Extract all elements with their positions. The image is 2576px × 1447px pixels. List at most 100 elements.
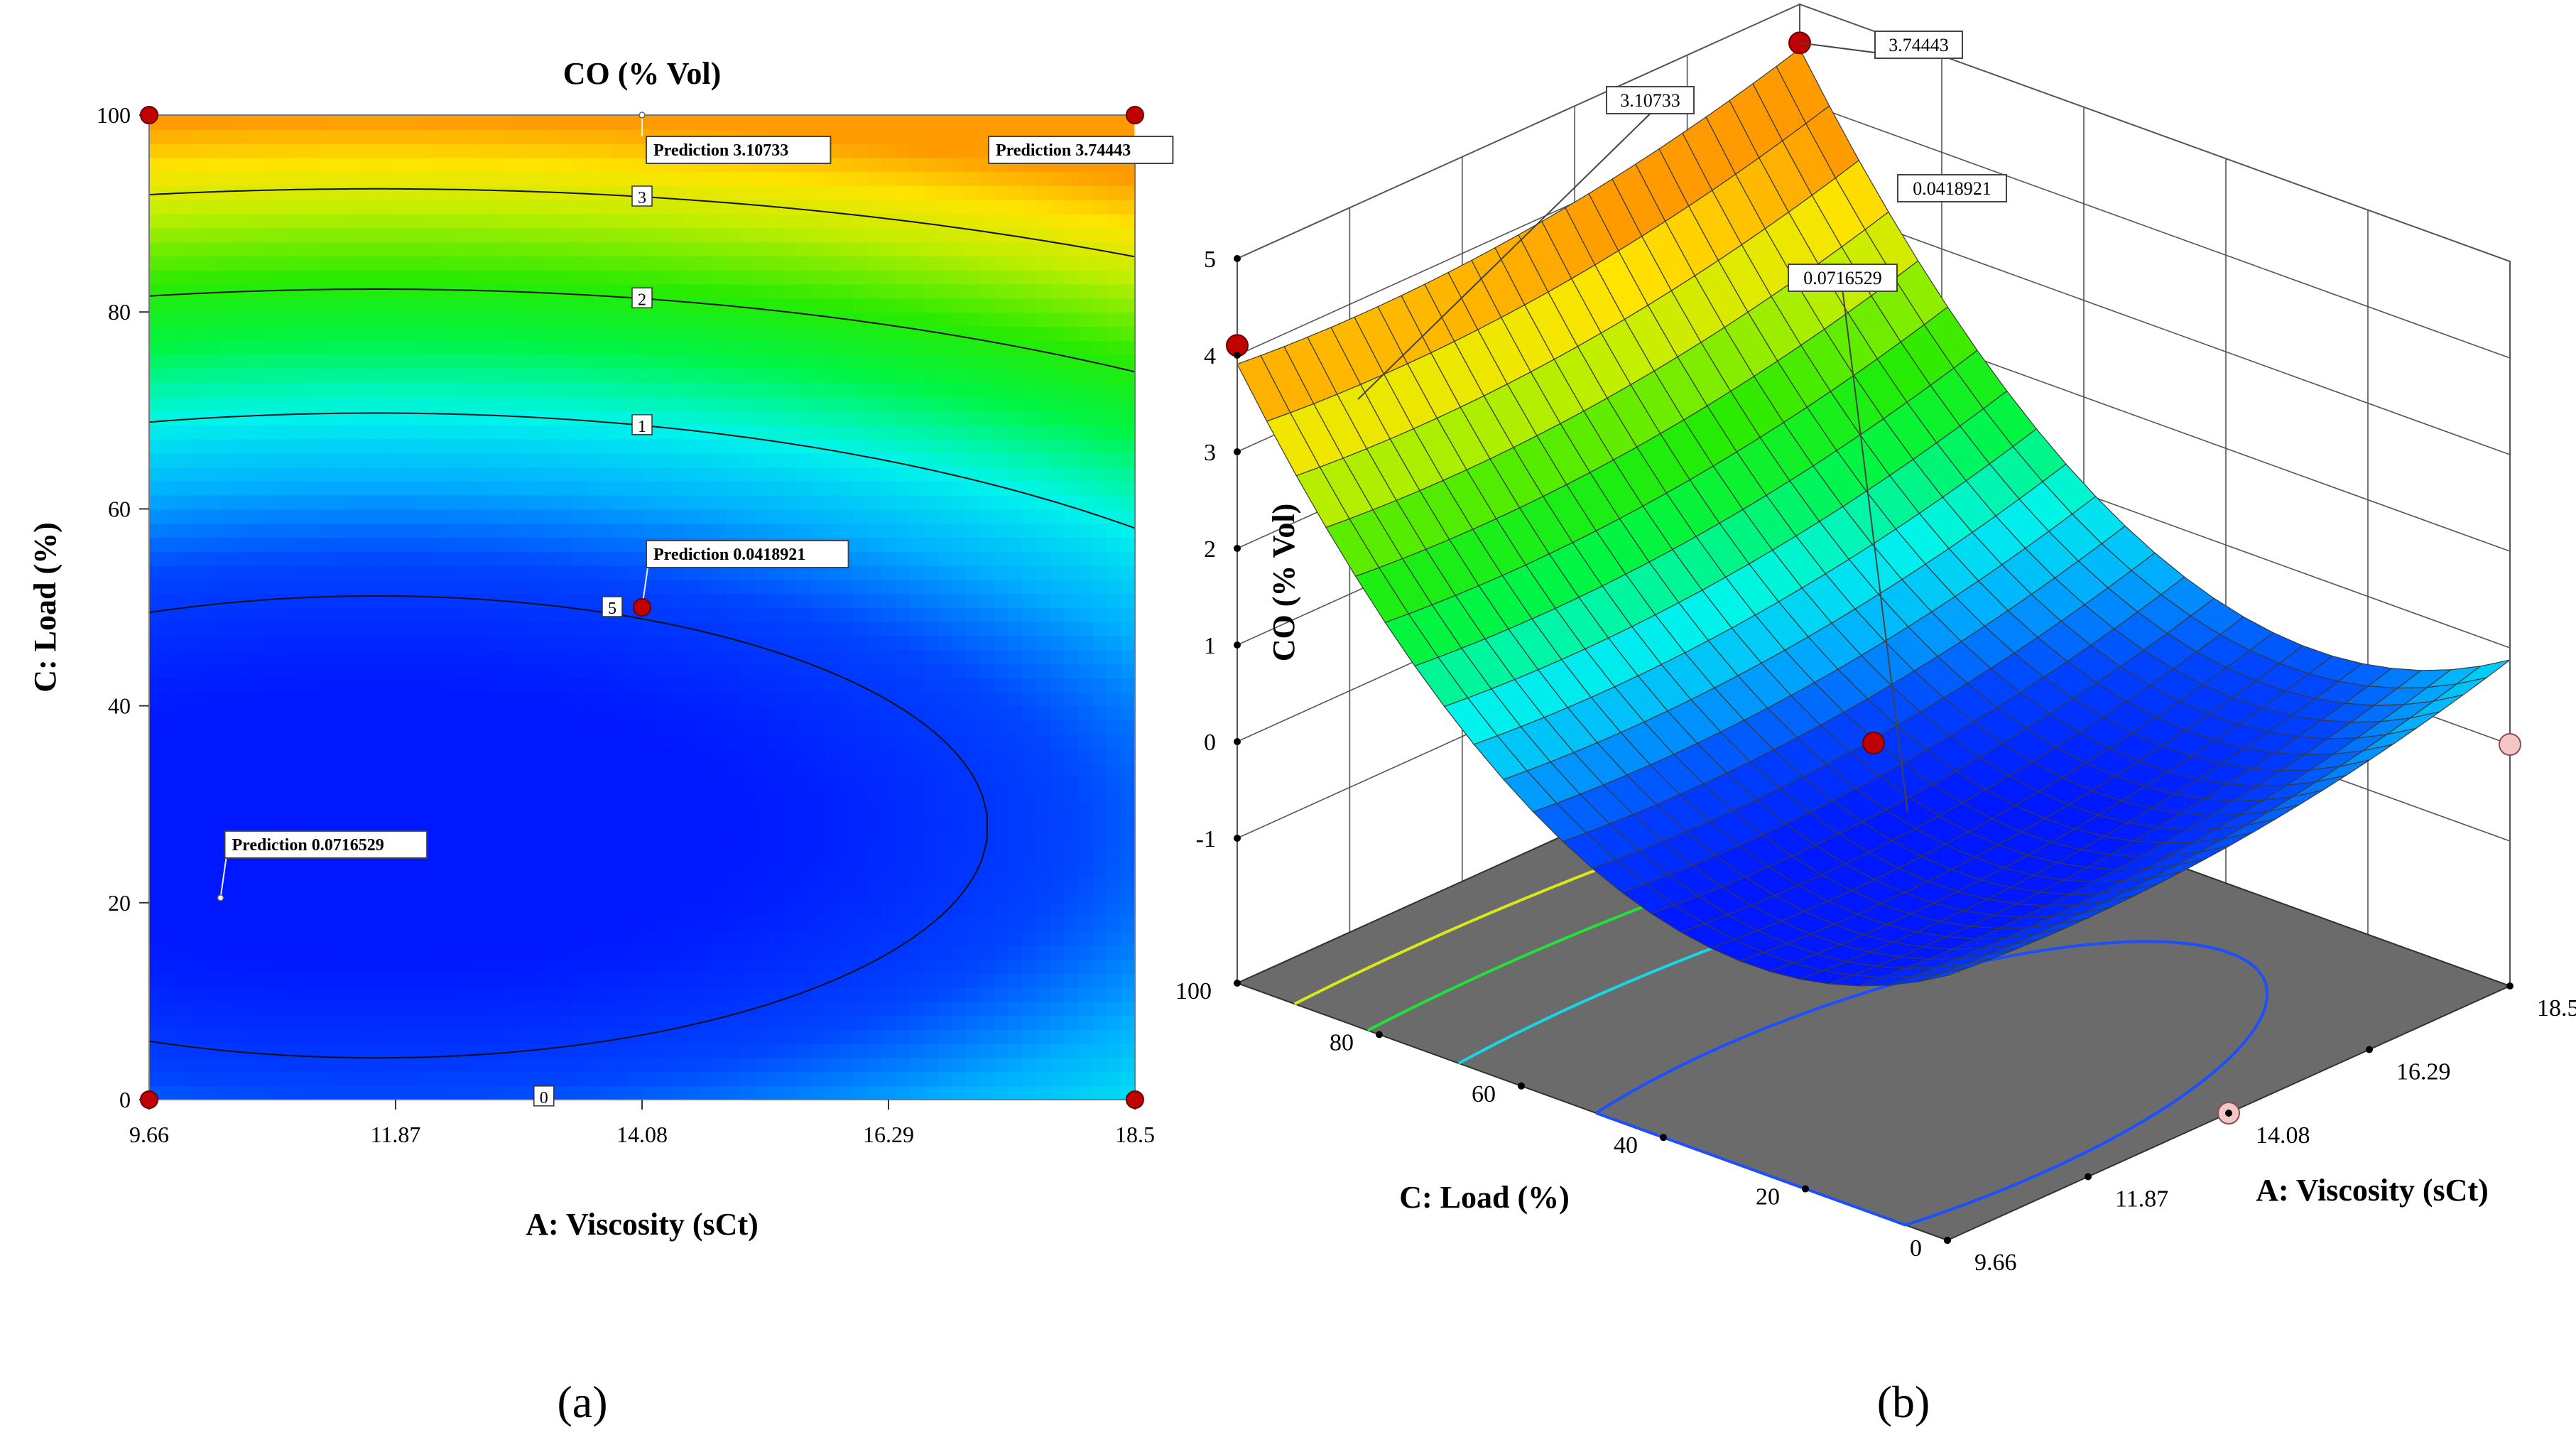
heat-cell [402,916,418,932]
heat-cell [994,987,1009,1002]
heat-cell [501,663,516,678]
heat-cell [219,227,234,243]
heat-cell [346,987,362,1002]
heat-cell [233,565,249,580]
heat-cell [459,115,474,130]
heat-cell [909,467,925,482]
heat-cell [1121,340,1135,355]
heat-cell [1050,396,1065,411]
heat-cell [529,916,545,932]
heat-cell [487,762,502,777]
heat-cell [1121,846,1135,862]
heat-cell [810,916,826,932]
heat-cell [698,242,714,256]
heat-cell [290,663,305,678]
heat-cell [994,115,1009,130]
heat-cell [402,607,418,622]
heat-cell [177,776,192,791]
heat-cell [219,269,234,285]
heat-cell [543,720,559,735]
heat-cell [895,256,911,271]
heat-cell [712,959,727,974]
heat-cell [1064,972,1080,988]
heat-cell [909,312,925,327]
heat-cell [332,452,347,467]
heat-cell [459,790,474,806]
heat-cell [670,382,685,397]
heat-cell [360,354,376,369]
heat-cell [571,480,587,496]
heat-cell [430,678,446,693]
heat-cell [768,242,784,256]
heat-cell [938,494,953,510]
heat-cell [374,734,390,749]
heat-cell [938,452,953,467]
heat-cell [149,242,164,256]
heat-cell [712,804,727,819]
heat-cell [1121,790,1135,806]
heat-cell [558,790,572,806]
heat-cell [430,242,446,256]
heat-cell [768,705,784,721]
heat-cell [1036,846,1052,862]
heat-cell [276,931,291,946]
y-tick-label: 60 [108,496,131,521]
heat-cell [1036,663,1052,678]
heat-cell [360,115,376,130]
heat-cell [740,1057,756,1073]
heat-cell [360,1015,376,1030]
heat-cell [247,931,263,946]
heat-cell [276,593,291,608]
heat-cell [304,790,319,806]
heat-cell [966,227,981,243]
heat-cell [374,326,390,341]
heat-cell [1022,242,1038,256]
heat-cell [388,1029,403,1044]
heat-cell [810,424,826,440]
heat-cell [317,326,333,341]
heat-cell [740,312,756,327]
heat-cell [797,340,812,355]
heat-cell [247,396,263,411]
heat-cell [867,312,883,327]
heat-cell [1107,832,1122,847]
heat-cell [374,607,390,622]
heat-cell [938,987,953,1002]
heat-cell [1022,396,1038,411]
heat-cell [923,227,939,243]
heat-cell [1050,1071,1065,1087]
heat-cell [177,649,192,665]
heat-cell [585,452,601,467]
heat-cell [656,171,671,186]
heat-cell [1036,242,1052,256]
heat-cell [783,1015,798,1030]
heat-cell [656,1001,671,1017]
heat-cell [754,565,770,580]
heat-cell [853,1015,869,1030]
heat-cell [952,972,967,988]
heat-cell [768,860,784,876]
heat-cell [304,185,319,200]
heat-cell [543,199,559,215]
heat-cell [1050,931,1065,946]
heat-cell [261,705,277,721]
heat-cell [317,1043,333,1058]
heat-cell [656,452,671,467]
heat-cell [332,1043,347,1058]
heat-cell [810,523,826,538]
design-point [1126,106,1144,124]
heat-cell [388,804,403,819]
heat-cell [233,762,249,777]
heat-cell [867,256,883,271]
heat-cell [205,1015,221,1030]
heat-cell [909,143,925,158]
heat-cell [304,1071,319,1087]
heat-cell [923,424,939,440]
heat-cell [656,298,671,313]
heat-cell [1036,396,1052,411]
heat-cell [543,509,559,524]
heat-cell [712,1071,727,1087]
heat-cell [360,945,376,960]
heat-cell [388,565,403,580]
